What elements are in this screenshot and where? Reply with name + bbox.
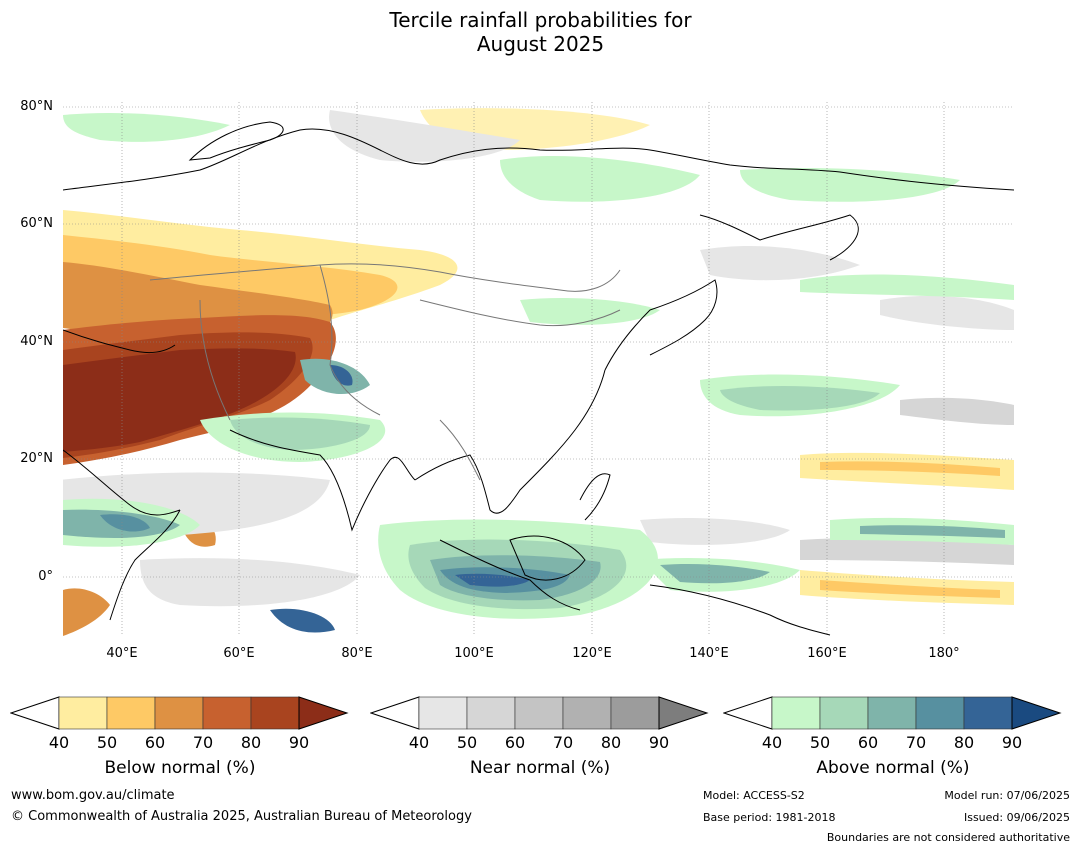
cbar-near-title: Near normal (%) bbox=[469, 758, 611, 778]
cbar-below-tick: 70 bbox=[192, 733, 214, 752]
cbar-near-bin-50-60 bbox=[466, 696, 516, 730]
cbar-near-tick: 60 bbox=[504, 733, 526, 752]
above-normal-region bbox=[63, 113, 1014, 633]
cbar-below-extend-high bbox=[298, 696, 349, 730]
cbar-above-tick: 40 bbox=[761, 733, 783, 752]
cbar-above-bin-40-50 bbox=[771, 696, 821, 730]
lon-label-40e: 40°E bbox=[106, 646, 138, 661]
cbar-near-bin-40-50 bbox=[418, 696, 468, 730]
near-normal-region bbox=[63, 110, 1014, 607]
cbar-above-tick: 80 bbox=[953, 733, 975, 752]
cbar-below-tick: 80 bbox=[240, 733, 262, 752]
cbar-above-tick: 50 bbox=[809, 733, 831, 752]
map-title: Tercile rainfall probabilities for Augus… bbox=[0, 8, 1081, 56]
lon-label-140e: 140°E bbox=[689, 646, 729, 661]
footer-base-period: Base period: 1981-2018 bbox=[703, 811, 836, 824]
lon-label-120e: 120°E bbox=[572, 646, 612, 661]
coastlines bbox=[63, 121, 1014, 636]
cbar-below-tick: 90 bbox=[288, 733, 310, 752]
cbar-below-tick: 60 bbox=[144, 733, 166, 752]
cbar-above-tick: 90 bbox=[1001, 733, 1023, 752]
footer-copyright: © Commonwealth of Australia 2025, Austra… bbox=[11, 809, 472, 824]
footer-model: Model: ACCESS-S2 bbox=[703, 789, 805, 802]
footer-model-run: Model run: 07/06/2025 bbox=[944, 789, 1070, 802]
lon-label-80e: 80°E bbox=[341, 646, 373, 661]
graticule bbox=[63, 102, 1014, 636]
cbar-above-title: Above normal (%) bbox=[816, 758, 970, 778]
country-boundaries bbox=[149, 263, 621, 481]
colorbar-near-normal bbox=[370, 696, 709, 730]
cbar-below-extend-low bbox=[10, 696, 60, 730]
cbar-near-tick: 50 bbox=[456, 733, 478, 752]
lat-label-80n: 80°N bbox=[20, 99, 53, 114]
cbar-near-extend-high bbox=[658, 696, 709, 730]
cbar-near-tick: 70 bbox=[552, 733, 574, 752]
lat-label-40n: 40°N bbox=[20, 334, 53, 349]
cbar-near-bin-60-70 bbox=[514, 696, 564, 730]
cbar-below-bin-50-60 bbox=[106, 696, 156, 730]
cbar-above-bin-80-90 bbox=[963, 696, 1013, 730]
cbar-below-tick: 50 bbox=[96, 733, 118, 752]
colorbar-above-normal bbox=[723, 696, 1062, 730]
lon-label-100e: 100°E bbox=[454, 646, 494, 661]
footer-issued: Issued: 09/06/2025 bbox=[963, 811, 1070, 824]
lat-label-20n: 20°N bbox=[20, 451, 53, 466]
cbar-near-bin-80-90 bbox=[610, 696, 660, 730]
cbar-above-bin-60-70 bbox=[867, 696, 917, 730]
cbar-above-extend-low bbox=[723, 696, 773, 730]
cbar-below-tick: 40 bbox=[48, 733, 70, 752]
cbar-below-bin-80-90 bbox=[250, 696, 300, 730]
cbar-near-bin-70-80 bbox=[562, 696, 612, 730]
rainfall-map bbox=[63, 102, 1014, 636]
lat-label-0: 0° bbox=[38, 569, 53, 584]
cbar-above-bin-70-80 bbox=[915, 696, 965, 730]
lon-label-160e: 160°E bbox=[807, 646, 847, 661]
title-line-2: August 2025 bbox=[476, 32, 605, 56]
below-normal-region bbox=[63, 108, 1014, 636]
footer-boundaries-note: Boundaries are not considered authoritat… bbox=[826, 831, 1070, 844]
cbar-above-bin-50-60 bbox=[819, 696, 869, 730]
cbar-near-tick: 90 bbox=[648, 733, 670, 752]
lon-label-60e: 60°E bbox=[223, 646, 255, 661]
cbar-near-tick: 80 bbox=[600, 733, 622, 752]
cbar-near-extend-low bbox=[370, 696, 420, 730]
lat-label-60n: 60°N bbox=[20, 216, 53, 231]
lon-label-180: 180° bbox=[928, 646, 960, 661]
cbar-below-bin-70-80 bbox=[202, 696, 252, 730]
cbar-below-title: Below normal (%) bbox=[104, 758, 256, 778]
cbar-above-tick: 70 bbox=[905, 733, 927, 752]
footer-url[interactable]: www.bom.gov.au/climate bbox=[11, 788, 175, 803]
cbar-near-tick: 40 bbox=[408, 733, 430, 752]
cbar-above-tick: 60 bbox=[857, 733, 879, 752]
cbar-below-bin-60-70 bbox=[154, 696, 204, 730]
colorbar-below-normal bbox=[10, 696, 349, 730]
cbar-below-bin-40-50 bbox=[58, 696, 108, 730]
cbar-above-extend-high bbox=[1011, 696, 1062, 730]
title-line-1: Tercile rainfall probabilities for bbox=[389, 8, 692, 32]
